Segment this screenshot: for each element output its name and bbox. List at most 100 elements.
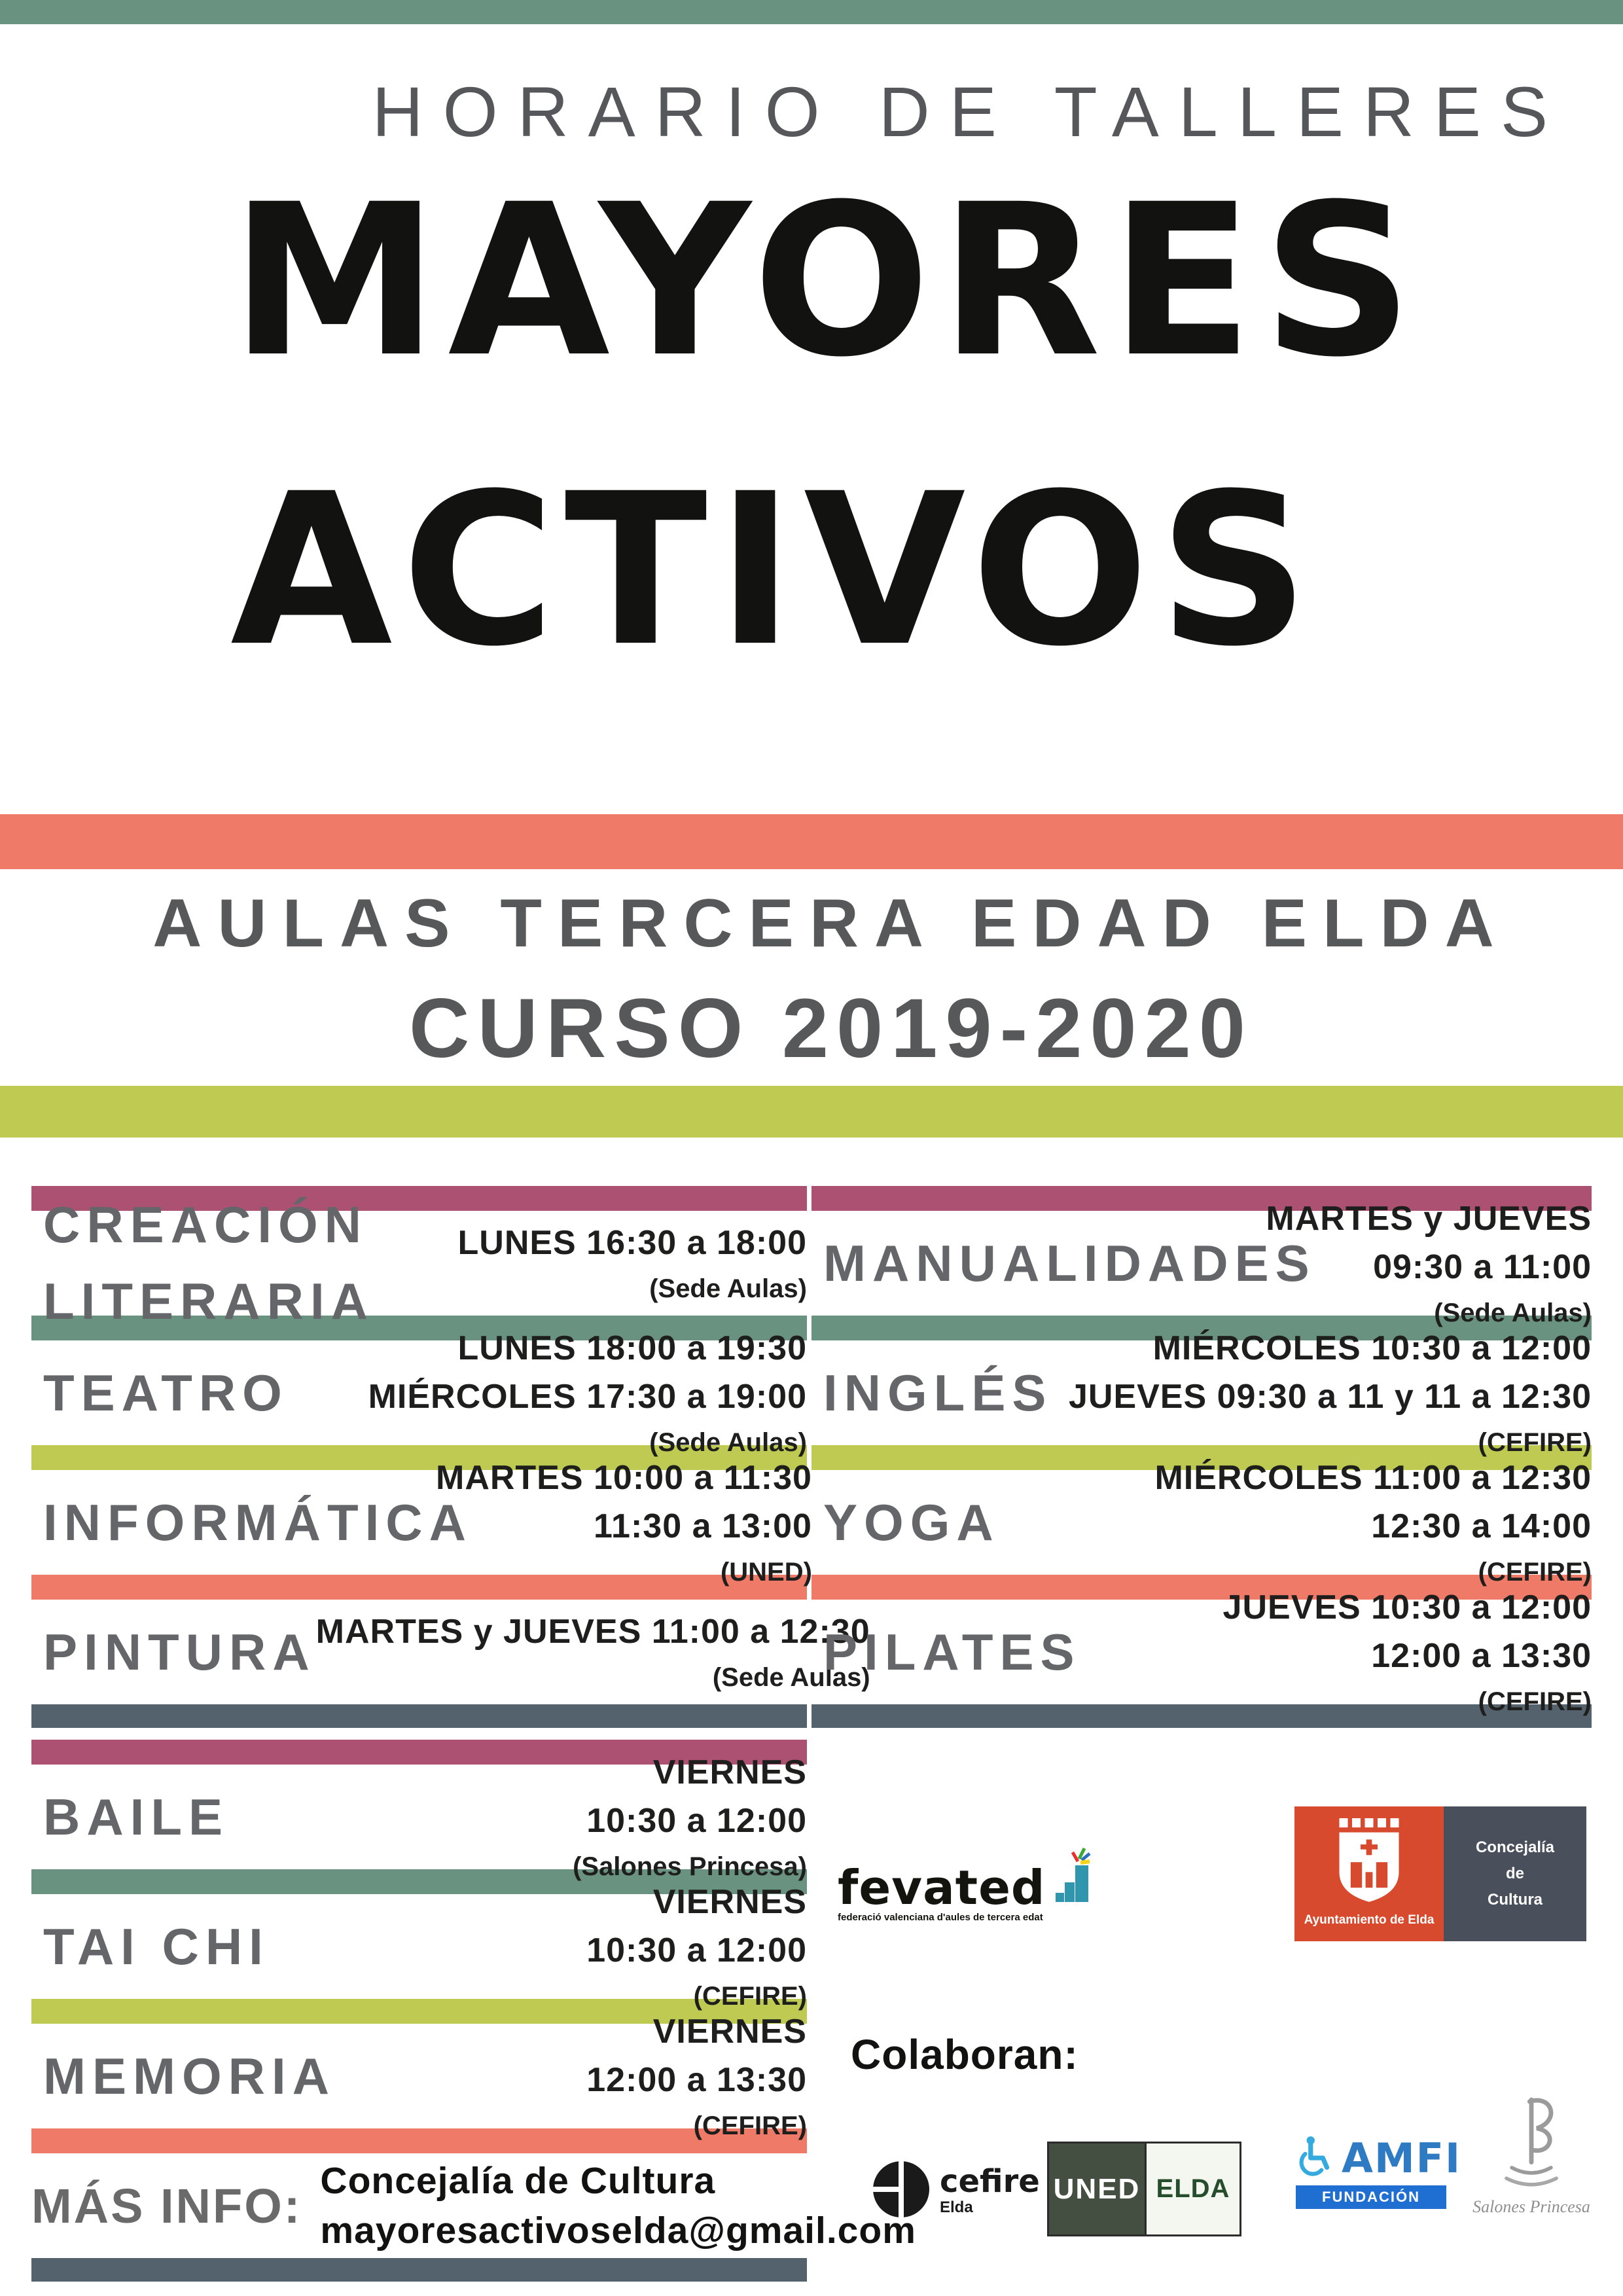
workshop-row-pilates: PILATES JUEVES 10:30 a 12:00 12:00 a 13:… [812, 1588, 1592, 1716]
divider-bar-salmon [31, 2128, 807, 2153]
more-info-email: mayoresactivoselda@gmail.com [320, 2210, 916, 2251]
cefire-text: cefire Elda [940, 2166, 1040, 2217]
workshop-time: 10:30 a 12:00 [586, 1931, 807, 1969]
ayuntamiento-elda-logo: Ayuntamiento de Elda Concejalía de Cultu… [1294, 1806, 1586, 1941]
workshop-times: MARTES 10:00 a 11:30 11:30 a 13:00 (UNED… [436, 1458, 812, 1587]
poster-course: CURSO 2019-2020 [409, 982, 1253, 1075]
more-info-label: MÁS INFO: [31, 2178, 302, 2233]
divider-bar-olive [812, 1445, 1592, 1470]
workshop-location: (CEFIRE) [693, 1981, 807, 2011]
workshop-time: 11:30 a 13:00 [594, 1507, 812, 1545]
olive-band [0, 1086, 1623, 1138]
elda-castle-icon [1333, 1818, 1405, 1907]
poster-title-line2: ACTIVOS [230, 449, 1319, 692]
fevated-logo: fevated federació valenciana d [838, 1846, 1092, 1923]
workshop-time: MARTES 10:00 a 11:30 [436, 1458, 812, 1497]
amfi-foundation-bar: FUNDACIÓN [1296, 2185, 1446, 2209]
workshop-time: 09:30 a 11:00 [1373, 1247, 1592, 1286]
workshop-row-manualidades: MANUALIDADES MARTES y JUEVES 09:30 a 11:… [812, 1200, 1592, 1327]
workshop-location: (Sede Aulas) [649, 1274, 807, 1303]
divider-bar-sage [31, 1316, 807, 1340]
logos-zone: fevated federació valenciana d [812, 1728, 1592, 2284]
poster-title-line1: MAYORES [230, 160, 1423, 403]
ayuntamiento-red-panel: Ayuntamiento de Elda [1294, 1806, 1444, 1941]
fevated-stairs-icon [1049, 1846, 1092, 1909]
workshop-row-taichi: TAI CHI VIERNES 10:30 a 12:00 (CEFIRE) [31, 1883, 807, 2011]
fevated-wordmark: fevated [838, 1860, 1046, 1916]
workshop-time: JUEVES 09:30 a 11 y 11 a 12:30 [1068, 1377, 1592, 1416]
workshop-title: TEATRO [43, 1363, 289, 1422]
workshop-time: MIÉRCOLES 10:30 a 12:00 [1152, 1329, 1592, 1367]
divider-bar-magenta [812, 1186, 1592, 1211]
workshop-location: (Salones Princesa) [573, 1852, 807, 1881]
workshop-time: MARTES y JUEVES 11:00 a 12:30 [315, 1612, 870, 1651]
workshop-title: PINTURA [43, 1623, 316, 1681]
workshop-time: VIERNES [652, 2012, 807, 2051]
workshop-times: MIÉRCOLES 10:30 a 12:00 JUEVES 09:30 a 1… [1069, 1329, 1592, 1458]
divider-bar-olive [31, 1999, 807, 2024]
workshop-row-ingles: INGLÉS MIÉRCOLES 10:30 a 12:00 JUEVES 09… [812, 1329, 1592, 1457]
workshop-row-yoga: YOGA MIÉRCOLES 11:00 a 12:30 12:30 a 14:… [812, 1459, 1592, 1587]
divider-bar-sage [812, 1316, 1592, 1340]
workshop-times: MARTES y JUEVES 09:30 a 11:00 (Sede Aula… [1266, 1199, 1592, 1328]
workshop-times: JUEVES 10:30 a 12:00 12:00 a 13:30 (CEFI… [1223, 1588, 1592, 1717]
workshop-location: (CEFIRE) [693, 2111, 807, 2140]
uned-box: UNED [1047, 2142, 1147, 2236]
divider-bar-slate [31, 1704, 807, 1728]
more-info-row: MÁS INFO: Concejalía de Cultura mayoresa… [31, 2153, 916, 2258]
workshop-row-creacion: CREACIÓN LITERARIA LUNES 16:30 a 18:00 (… [31, 1196, 807, 1330]
workshop-time: 10:30 a 12:00 [586, 1801, 807, 1840]
more-info-contact: Concejalía de Cultura [320, 2160, 716, 2202]
cefire-logo: cefire Elda [872, 2160, 1040, 2222]
concejalia-line: Concejalía [1475, 1839, 1555, 1856]
workshop-location: (Sede Aulas) [1434, 1298, 1592, 1327]
uned-elda-logo: UNED ELDA [1047, 2142, 1241, 2236]
salones-script: Salones Princesa [1472, 2197, 1590, 2216]
schedule-column-right: MANUALIDADES MARTES y JUEVES 09:30 a 11:… [812, 1186, 1592, 2284]
workshop-location: (Sede Aulas) [649, 1427, 807, 1457]
workshop-time: LUNES 18:00 a 19:30 [457, 1329, 807, 1367]
concejalia-line: Cultura [1488, 1891, 1543, 1909]
concejalia-line: de [1505, 1865, 1524, 1882]
workshop-times: MARTES y JUEVES 11:00 a 12:30 (Sede Aula… [316, 1612, 870, 1693]
workshop-time: 12:00 a 13:30 [586, 2060, 807, 2099]
divider-bar-magenta [31, 1740, 807, 1765]
concejalia-panel: Concejalía de Cultura [1444, 1806, 1586, 1941]
workshop-title: INFORMÁTICA [43, 1493, 473, 1551]
workshop-time: JUEVES 10:30 a 12:00 [1222, 1588, 1592, 1626]
workshop-title: MEMORIA [43, 2047, 336, 2105]
workshop-location: (CEFIRE) [1478, 1557, 1592, 1587]
divider-bar-magenta [31, 1186, 807, 1211]
salones-princesa-logo: Salones Princesa [1469, 2094, 1594, 2217]
workshop-time: 12:30 a 14:00 [1371, 1507, 1592, 1545]
workshop-title: PILATES [823, 1623, 1081, 1681]
fevated-tagline: federació valenciana d'aules de tercera … [838, 1912, 1043, 1923]
workshop-title: CREACIÓN LITERARIA [43, 1196, 374, 1330]
divider-bar-olive [31, 1445, 807, 1470]
top-accent-bar [0, 0, 1623, 24]
workshop-times: LUNES 18:00 a 19:30 MIÉRCOLES 17:30 a 19… [368, 1329, 807, 1458]
divider-bar-slate [812, 1704, 1592, 1728]
divider-bar-salmon [31, 1575, 807, 1600]
elda-box: ELDA [1147, 2142, 1241, 2236]
divider-bar-salmon [812, 1575, 1592, 1600]
amfi-wordmark: AMFI [1342, 2134, 1462, 2182]
workshop-location: (UNED) [720, 1557, 812, 1587]
workshop-times: VIERNES 10:30 a 12:00 (CEFIRE) [586, 1882, 807, 2011]
workshop-row-teatro: TEATRO LUNES 18:00 a 19:30 MIÉRCOLES 17:… [31, 1329, 807, 1457]
collaborators-label: Colaboran: [851, 2031, 1079, 2078]
workshop-time: LUNES 16:30 a 18:00 [457, 1223, 807, 1262]
workshop-title: YOGA [823, 1493, 1000, 1551]
workshop-times: VIERNES 12:00 a 13:30 (CEFIRE) [586, 2012, 807, 2141]
cefire-circle-icon [872, 2160, 931, 2222]
poster-eyebrow: HORARIO DE TALLERES [372, 72, 1567, 151]
workshop-row-baile: BAILE VIERNES 10:30 a 12:00 (Salones Pri… [31, 1753, 807, 1881]
workshop-title: BAILE [43, 1787, 229, 1846]
workshop-times: VIERNES 10:30 a 12:00 (Salones Princesa) [573, 1753, 807, 1882]
divider-bar-slate [31, 2258, 807, 2282]
cefire-wordmark: cefire [940, 2162, 1040, 2200]
salmon-band [0, 814, 1623, 869]
column-gap [31, 1728, 807, 1740]
workshop-time: 12:00 a 13:30 [1371, 1636, 1592, 1675]
